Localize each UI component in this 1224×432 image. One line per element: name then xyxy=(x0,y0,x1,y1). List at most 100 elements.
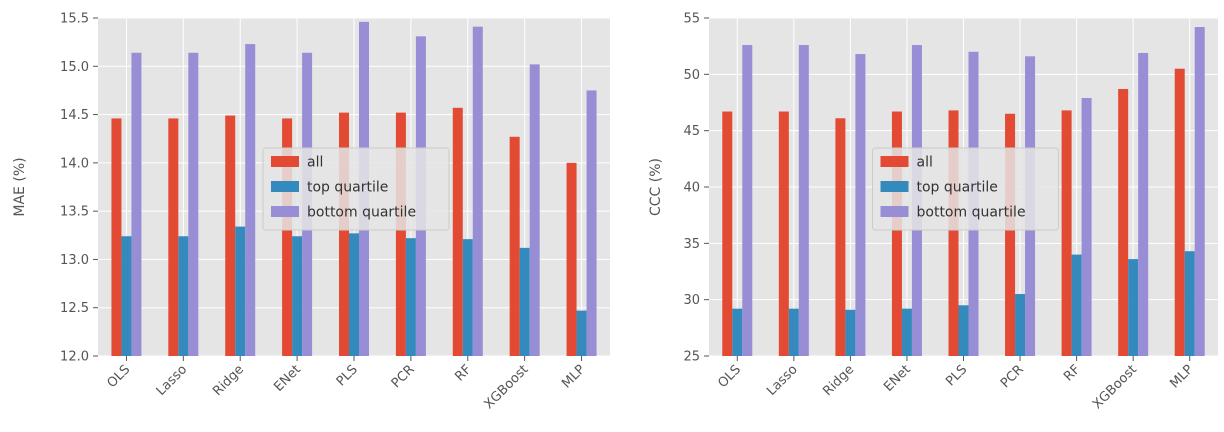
ccc-xtick-label-rf: RF xyxy=(1061,362,1083,384)
mae-bar-all-enet xyxy=(282,118,293,356)
ccc-bar-bottom-ols xyxy=(742,45,753,356)
mae-legend-label-all: all xyxy=(307,155,323,171)
ccc-xtick-label-ols: OLS xyxy=(715,362,744,391)
mae-bar-top-lasso xyxy=(178,236,189,356)
ccc-xtick-label-mlp: MLP xyxy=(1167,362,1196,391)
ccc-legend-swatch-bottom xyxy=(880,206,909,217)
mae-ytick-label: 13.0 xyxy=(60,253,89,268)
mae-bar-top-pcr xyxy=(405,238,416,356)
ccc-bar-top-mlp xyxy=(1184,251,1195,356)
ccc-bar-top-lasso xyxy=(788,308,799,356)
ccc-bar-bottom-ridge xyxy=(855,54,866,356)
ccc-bar-all-lasso xyxy=(778,111,789,356)
ccc-ytick-label: 30 xyxy=(683,293,700,308)
mae-ytick-label: 14.5 xyxy=(60,108,89,123)
mae-bar-bottom-ols xyxy=(131,52,142,356)
mae-xtick-label-enet: ENet xyxy=(271,362,304,395)
mae-ytick-label: 15.0 xyxy=(60,60,89,75)
mae-bar-bottom-mlp xyxy=(586,90,597,356)
ccc-ytick-label: 40 xyxy=(683,181,700,196)
ccc-legend-label-all: all xyxy=(917,155,933,171)
ccc-xtick-label-ridge: Ridge xyxy=(820,362,857,399)
ccc-bar-bottom-mlp xyxy=(1194,27,1205,356)
ccc-bar-all-rf xyxy=(1061,110,1072,357)
ccc-ytick-label: 55 xyxy=(683,12,700,27)
ccc-legend-swatch-top xyxy=(880,181,909,192)
ccc-ytick-label: 25 xyxy=(683,350,700,365)
ccc-legend-label-top: top quartile xyxy=(917,180,998,196)
mae-xtick-label-ols: OLS xyxy=(104,362,133,391)
mae-legend-swatch-all xyxy=(271,156,299,167)
mae-bar-top-pls xyxy=(349,233,359,356)
ccc-xtick-label-enet: ENet xyxy=(881,362,914,395)
ccc-bar-all-mlp xyxy=(1174,68,1185,356)
ccc-bar-top-ridge xyxy=(845,309,856,356)
mae-bar-all-mlp xyxy=(566,162,577,356)
ccc-bar-all-ols xyxy=(722,111,733,356)
ccc-bar-all-pls xyxy=(948,110,959,357)
ccc-bar-top-pls xyxy=(958,305,969,356)
mae-xtick-label-ridge: Ridge xyxy=(210,362,247,399)
ccc-bar-all-xgboost xyxy=(1118,88,1129,356)
ccc-legend-label-bottom: bottom quartile xyxy=(917,205,1026,221)
ccc-bar-top-xgboost xyxy=(1128,259,1139,356)
ccc-xtick-label-pcr: PCR xyxy=(998,362,1027,391)
mae-ylabel: MAE (%) xyxy=(12,157,28,216)
ccc-bar-bottom-lasso xyxy=(798,45,809,356)
mae-legend xyxy=(262,147,450,231)
ccc-bar-bottom-xgboost xyxy=(1138,52,1149,356)
mae-bar-all-ridge xyxy=(225,115,236,356)
mae-ytick-label: 12.5 xyxy=(60,301,89,316)
mae-bar-top-ridge xyxy=(235,226,246,356)
mae-bar-bottom-xgboost xyxy=(529,64,540,357)
mae-ytick-label: 12.0 xyxy=(60,350,89,365)
ccc-legend-swatch-all xyxy=(880,156,909,167)
ccc-bar-top-pcr xyxy=(1015,294,1026,356)
mae-bar-top-rf xyxy=(462,239,473,356)
mae-bar-top-enet xyxy=(292,236,303,356)
mae-legend-label-top: top quartile xyxy=(307,180,388,196)
ccc-bar-all-enet xyxy=(891,111,902,356)
ccc-ytick-label: 50 xyxy=(683,68,700,83)
mae-ytick-label: 14.0 xyxy=(60,156,89,171)
mae-legend-swatch-bottom xyxy=(271,206,299,217)
ccc-bar-all-pcr xyxy=(1005,113,1016,357)
mae-bar-all-pcr xyxy=(395,112,406,356)
mae-chart: 12.0 12.5 13.0 13.5 14.0 14.5 15.0 15.5 OLS Lasso… xyxy=(12,12,610,412)
mae-bar-all-lasso xyxy=(168,118,179,356)
mae-bar-all-rf xyxy=(452,107,463,356)
ccc-ytick-label: 45 xyxy=(683,124,700,139)
mae-bar-top-mlp xyxy=(576,310,587,356)
mae-bar-bottom-lasso xyxy=(188,52,199,356)
ccc-xtick-label-xgboost: XGBoost xyxy=(1090,362,1140,412)
ccc-bar-top-enet xyxy=(901,308,912,356)
ccc-chart: 25 30 35 40 45 50 55 OLS Lasso Ridge ENet PLS PCR RF X… xyxy=(648,12,1218,412)
ccc-legend xyxy=(872,147,1059,231)
ccc-xtick-label-lasso: Lasso xyxy=(764,362,801,399)
mae-xtick-label-lasso: Lasso xyxy=(154,362,191,399)
ccc-bar-all-ridge xyxy=(835,118,846,356)
mae-bar-bottom-rf xyxy=(472,26,483,356)
mae-bar-all-pls xyxy=(339,112,349,356)
mae-xtick-label-pcr: PCR xyxy=(389,362,418,391)
mae-bar-top-ols xyxy=(121,236,132,356)
mae-ytick-label: 15.5 xyxy=(60,12,89,27)
ccc-bar-bottom-rf xyxy=(1081,97,1092,356)
mae-ytick-label: 13.5 xyxy=(60,205,89,220)
mae-xtick-label-rf: RF xyxy=(452,362,474,384)
mae-bar-all-ols xyxy=(111,118,122,356)
mae-bar-top-xgboost xyxy=(519,247,530,356)
ccc-bar-top-rf xyxy=(1071,254,1082,356)
ccc-ylabel: CCC (%) xyxy=(648,158,664,216)
ccc-xtick-label-pls: PLS xyxy=(943,362,970,389)
mae-xtick-label-mlp: MLP xyxy=(559,362,588,391)
mae-xtick-label-pls: PLS xyxy=(334,362,361,389)
mae-legend-swatch-top xyxy=(271,181,299,192)
mae-xtick-label-xgboost: XGBoost xyxy=(482,362,532,412)
ccc-ytick-label: 35 xyxy=(683,237,700,252)
ccc-bar-top-ols xyxy=(732,308,743,356)
mae-bar-bottom-ridge xyxy=(245,44,256,357)
mae-legend-label-bottom: bottom quartile xyxy=(307,205,416,221)
